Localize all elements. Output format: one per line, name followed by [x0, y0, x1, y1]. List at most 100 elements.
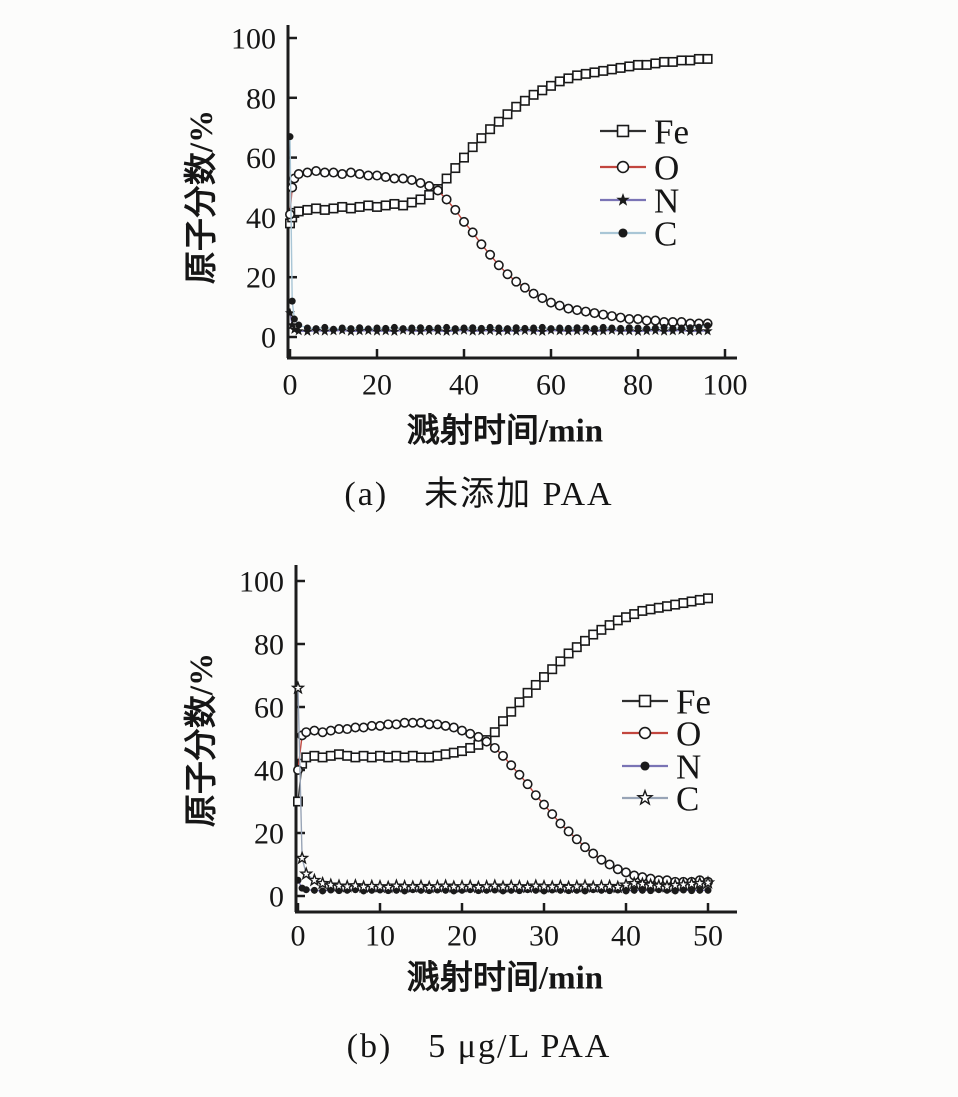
marker-filled-circle: [643, 325, 651, 333]
y-tick-label: 60: [246, 142, 276, 175]
marker-open-square: [383, 752, 394, 763]
marker-open-circle: [328, 167, 339, 178]
marker-open-circle: [342, 724, 353, 735]
marker-filled-circle: [321, 323, 329, 331]
marker-open-star: [413, 878, 429, 893]
marker-open-circle: [302, 167, 313, 178]
marker-open-circle: [473, 731, 484, 742]
marker-filled-circle: [630, 886, 638, 894]
marker-filled-circle: [547, 325, 555, 333]
marker-open-star: [298, 866, 314, 881]
marker-open-star: [315, 875, 330, 890]
legend-item-N: N: [600, 181, 679, 220]
marker-open-square: [572, 70, 583, 81]
caption-b: (b) 5 μg/L PAA: [346, 1028, 612, 1065]
series-markers-O: [284, 166, 713, 329]
marker-filled-circle: [302, 886, 310, 894]
marker-open-circle: [450, 204, 461, 215]
marker-filled-star: [441, 326, 452, 336]
series-line-O: [289, 170, 708, 325]
marker-filled-circle: [443, 323, 451, 331]
marker-filled-circle: [686, 324, 694, 332]
marker-open-square: [398, 200, 409, 211]
legend-label: C: [654, 214, 677, 253]
marker-open-square: [363, 200, 374, 211]
marker-open-square: [694, 594, 705, 605]
marker-filled-circle: [373, 324, 381, 332]
chart-b: 0 10 20 30 40 50 0 20 40 60 80 100 溅射时间/min 原子分数/% Fe O…: [0, 545, 958, 1097]
marker-filled-circle: [521, 324, 529, 332]
marker-open-circle: [506, 760, 517, 771]
marker-open-circle: [563, 826, 574, 837]
marker-open-square: [638, 694, 652, 708]
marker-open-circle: [589, 308, 600, 319]
marker-open-square: [522, 687, 533, 698]
x-tick-label: 30: [529, 920, 559, 953]
marker-filled-circle: [434, 324, 442, 332]
marker-open-square: [528, 89, 539, 100]
marker-open-square: [391, 750, 402, 761]
x-tick-label: 20: [447, 920, 477, 953]
marker-open-square: [415, 752, 426, 763]
marker-filled-circle: [451, 325, 459, 333]
legend-label: O: [676, 714, 701, 753]
marker-open-square: [407, 750, 418, 761]
marker-filled-circle: [618, 228, 628, 238]
y-tick-label: 80: [246, 82, 276, 115]
marker-filled-circle: [538, 323, 546, 331]
marker-open-square: [406, 197, 417, 208]
marker-open-square: [301, 752, 312, 763]
marker-open-square: [632, 59, 643, 70]
marker-open-circle: [638, 726, 652, 740]
marker-open-circle: [467, 227, 478, 238]
marker-filled-circle: [469, 324, 477, 332]
marker-filled-circle: [312, 325, 320, 333]
marker-open-star: [636, 788, 654, 806]
marker-open-circle: [489, 742, 500, 753]
marker-filled-circle: [608, 324, 616, 332]
marker-open-circle: [620, 867, 631, 878]
marker-open-square: [686, 596, 697, 607]
marker-open-star: [487, 878, 503, 893]
marker-open-square: [661, 601, 672, 612]
marker-open-square: [612, 615, 623, 626]
marker-open-circle: [481, 736, 492, 747]
marker-open-circle: [616, 160, 630, 174]
marker-open-circle: [632, 314, 643, 325]
y-axis-title: 原子分数/%: [183, 110, 220, 284]
marker-open-square: [465, 742, 476, 753]
marker-open-circle: [424, 181, 435, 192]
marker-filled-circle: [330, 325, 337, 333]
marker-filled-star: [702, 325, 713, 336]
marker-open-star: [323, 877, 339, 892]
marker-filled-circle: [504, 325, 511, 333]
marker-open-circle: [292, 765, 303, 776]
marker-filled-circle: [638, 886, 646, 894]
marker-open-square: [645, 604, 656, 615]
marker-open-circle: [309, 725, 320, 736]
marker-open-circle: [311, 166, 322, 177]
y-axis-title: 原子分数/%: [183, 653, 220, 827]
marker-open-circle: [366, 720, 377, 731]
marker-open-circle: [596, 854, 607, 865]
marker-open-square: [702, 53, 713, 64]
marker-open-circle: [399, 717, 410, 728]
marker-open-star: [307, 872, 322, 887]
marker-open-square: [424, 189, 435, 200]
legend-label: C: [676, 779, 699, 818]
marker-open-square: [317, 752, 328, 763]
marker-filled-circle: [640, 761, 650, 771]
marker-filled-circle: [704, 322, 712, 330]
marker-open-circle: [319, 167, 330, 178]
y-tick-label: 100: [231, 23, 276, 56]
marker-open-square: [615, 62, 626, 73]
marker-filled-circle: [417, 324, 424, 332]
marker-open-circle: [604, 859, 615, 870]
marker-open-star: [348, 878, 363, 892]
marker-filled-circle: [704, 886, 712, 894]
marker-filled-circle: [460, 324, 468, 332]
marker-open-square: [598, 65, 609, 76]
marker-open-square: [441, 173, 452, 184]
marker-open-circle: [598, 309, 609, 320]
